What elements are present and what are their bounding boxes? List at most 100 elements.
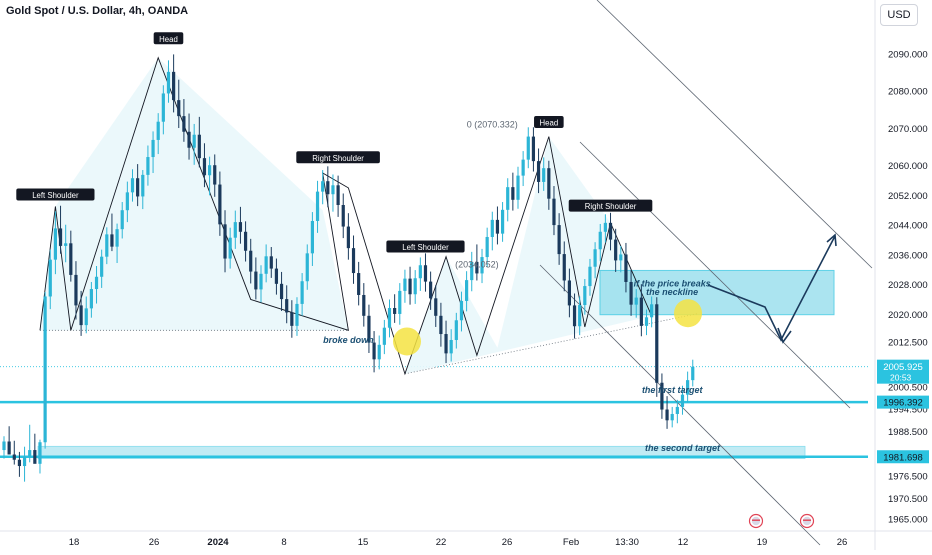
candle bbox=[480, 248, 484, 284]
candle-body bbox=[89, 289, 93, 309]
candle bbox=[202, 143, 207, 188]
candle-body bbox=[398, 290, 402, 314]
candle bbox=[166, 60, 171, 103]
candle bbox=[475, 244, 479, 281]
projection-arrow-1 bbox=[777, 327, 792, 344]
current-price-countdown: 20:53 bbox=[890, 373, 912, 383]
candle-body bbox=[377, 344, 381, 360]
candle-body bbox=[542, 168, 546, 182]
candle bbox=[146, 145, 150, 186]
candle bbox=[444, 320, 448, 364]
candle-body bbox=[480, 257, 484, 274]
x-tick-label: 2024 bbox=[207, 537, 229, 548]
candle bbox=[398, 283, 402, 325]
candle-body bbox=[94, 276, 99, 290]
candle bbox=[151, 131, 155, 174]
candle bbox=[521, 151, 525, 187]
candle bbox=[578, 296, 582, 336]
candle bbox=[187, 113, 191, 160]
candle bbox=[336, 175, 340, 217]
breakdown-highlight bbox=[393, 327, 421, 356]
candle-body bbox=[28, 450, 32, 457]
pattern-label-text: Right Shoulder bbox=[312, 154, 364, 163]
candle bbox=[285, 285, 289, 324]
candle-body bbox=[521, 159, 525, 176]
y-tick-label: 1994.500 bbox=[888, 405, 928, 416]
x-tick-label: 12 bbox=[678, 537, 689, 548]
candle bbox=[223, 210, 227, 273]
candle-body bbox=[208, 165, 212, 176]
pattern-label: Right Shoulder bbox=[568, 199, 653, 212]
x-tick-label: 15 bbox=[358, 537, 369, 548]
candle-body bbox=[439, 315, 443, 335]
candle bbox=[531, 127, 536, 172]
candle bbox=[120, 202, 124, 239]
candle bbox=[583, 279, 587, 315]
pattern-label: Left Shoulder bbox=[16, 188, 95, 201]
candle bbox=[567, 268, 571, 318]
candle-body bbox=[274, 268, 279, 284]
candle-body bbox=[84, 308, 88, 326]
candle-body bbox=[69, 243, 73, 275]
candle bbox=[48, 249, 52, 310]
candle bbox=[64, 224, 68, 263]
annotation: 0 (2070.332) bbox=[467, 119, 518, 129]
pattern-label-bg bbox=[534, 115, 564, 128]
candle bbox=[100, 249, 104, 288]
y-tick-label: 2080.000 bbox=[888, 87, 928, 98]
candle-body bbox=[161, 93, 165, 122]
y-tick-label: 1965.000 bbox=[888, 514, 928, 525]
candle-body bbox=[403, 278, 407, 291]
candle-body bbox=[290, 312, 294, 326]
candle bbox=[377, 335, 381, 370]
x-tick-label: 19 bbox=[757, 537, 768, 548]
candle-body bbox=[588, 266, 592, 287]
candle bbox=[208, 156, 212, 196]
candle-body bbox=[459, 300, 464, 321]
y-tick-label: 1970.500 bbox=[888, 494, 928, 505]
candle bbox=[418, 257, 422, 291]
candle bbox=[619, 245, 623, 273]
candle-body bbox=[413, 278, 417, 295]
breakout-zone bbox=[599, 269, 835, 316]
candle bbox=[310, 212, 314, 266]
candle bbox=[691, 359, 695, 387]
candle bbox=[614, 228, 618, 272]
candle-body bbox=[691, 366, 695, 381]
candle bbox=[228, 227, 232, 269]
candle-body bbox=[500, 209, 505, 234]
candle bbox=[686, 371, 690, 403]
candle bbox=[321, 170, 325, 205]
candle-body bbox=[264, 256, 268, 274]
candle-body bbox=[552, 198, 556, 226]
event-flag-icon bbox=[799, 513, 815, 529]
candle bbox=[69, 230, 73, 282]
annotation: broke down bbox=[323, 335, 374, 345]
candle-body bbox=[675, 406, 679, 414]
event-flag-center bbox=[802, 516, 812, 526]
pattern-label-bg bbox=[568, 199, 653, 212]
currency-button[interactable]: USD bbox=[880, 4, 918, 26]
event-flag-icon bbox=[748, 513, 764, 529]
candle-body bbox=[511, 187, 515, 200]
candle-body bbox=[634, 297, 638, 305]
candle-body bbox=[680, 394, 685, 407]
pattern-label-text: Head bbox=[159, 35, 178, 44]
y-tick-label: 2070.000 bbox=[888, 124, 928, 135]
candle-body bbox=[295, 303, 299, 326]
candle bbox=[33, 433, 37, 464]
candle bbox=[547, 160, 551, 210]
candle-body bbox=[614, 239, 618, 261]
candle bbox=[639, 284, 643, 337]
neckline-highlight bbox=[674, 299, 702, 328]
event-flag-center bbox=[751, 516, 761, 526]
x-tick-label: 8 bbox=[281, 537, 286, 548]
candle-body bbox=[686, 380, 690, 395]
level-price-value: 1996.392 bbox=[883, 398, 923, 409]
candle-body bbox=[557, 225, 561, 255]
candle bbox=[403, 269, 407, 303]
candle-body bbox=[351, 248, 356, 274]
candle bbox=[290, 300, 294, 338]
